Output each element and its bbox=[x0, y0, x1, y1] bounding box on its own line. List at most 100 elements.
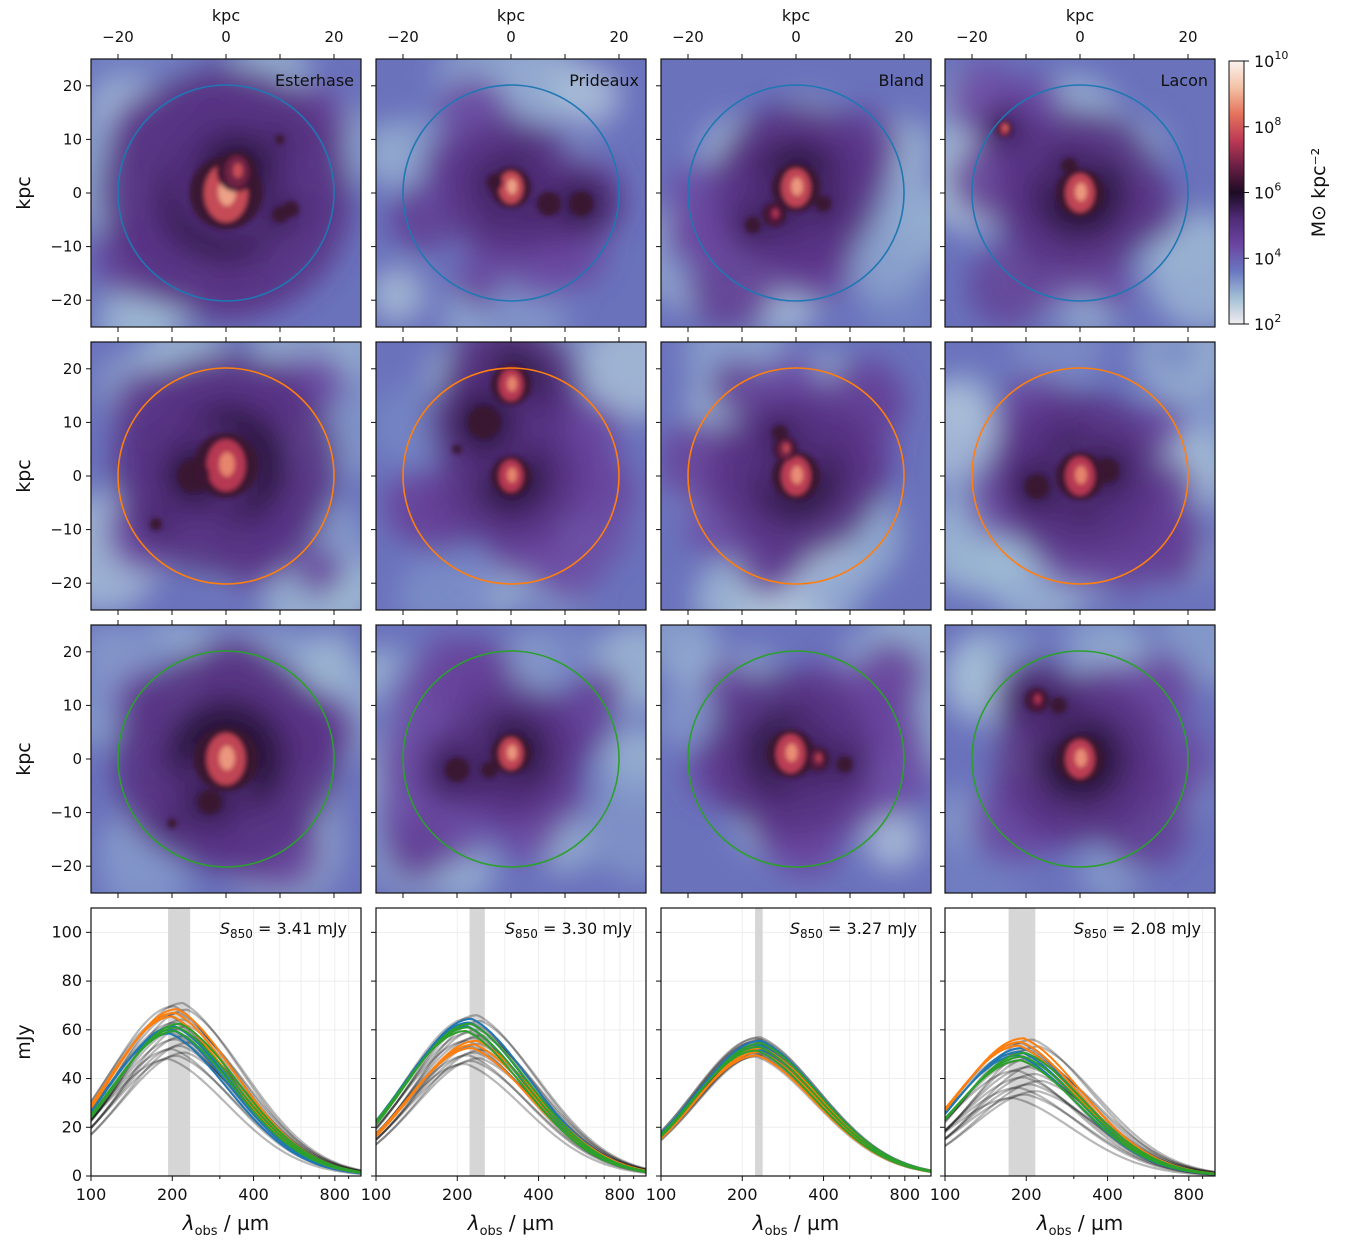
sed-panel: 100 200 400 800 λobs / µm S850 = 3.27 mJy bbox=[646, 907, 932, 1239]
sed-panel: 100 200 400 800 0 20 40 60 80 100 λobs / µm S850 = … bbox=[13, 907, 362, 1239]
map-clump-peak bbox=[791, 465, 803, 485]
sed-frame bbox=[90, 907, 362, 1177]
map-clump-peak bbox=[1003, 124, 1008, 131]
map-clump bbox=[486, 174, 503, 191]
sed-curve-gray bbox=[376, 1014, 646, 1171]
sed-curve bbox=[945, 1051, 1215, 1175]
map-clump bbox=[569, 191, 594, 216]
y-tick-label: 20 bbox=[63, 77, 82, 95]
map-diffuse-blob bbox=[1148, 215, 1215, 327]
sed-curve-gray bbox=[661, 1035, 931, 1172]
x-tick-label-top: 0 bbox=[506, 28, 516, 46]
map-clump bbox=[149, 518, 162, 531]
map-diffuse-blob bbox=[1017, 74, 1063, 120]
map-clump-peak bbox=[219, 745, 235, 771]
map-clump bbox=[481, 761, 498, 778]
map-panel bbox=[656, 337, 932, 615]
map-clump bbox=[536, 191, 561, 216]
y-tick-label: 60 bbox=[62, 1020, 82, 1039]
x-tick-label-top: 0 bbox=[791, 28, 801, 46]
map-panel: −20 0 20 kpc Prideaux bbox=[371, 6, 647, 332]
sed-curve bbox=[661, 1042, 931, 1172]
map-clump bbox=[177, 459, 210, 493]
sed-curve-gray bbox=[661, 1042, 931, 1173]
map-clump bbox=[771, 425, 788, 442]
colorbar-tick-label: 108 bbox=[1254, 115, 1281, 137]
sed-curve-gray bbox=[945, 1069, 1215, 1176]
x-tick-label-top: −20 bbox=[672, 28, 704, 46]
sed-curve-gray bbox=[91, 1024, 361, 1172]
sed-curve-gray bbox=[661, 1038, 931, 1172]
aperture-circle bbox=[117, 650, 335, 868]
x-tick-label: 200 bbox=[1011, 1185, 1042, 1204]
aperture-circle bbox=[402, 367, 620, 585]
flux-annotation: S850 = 3.30 mJy bbox=[505, 919, 632, 941]
x-tick-label-top: −20 bbox=[102, 28, 134, 46]
aperture-circle bbox=[687, 650, 905, 868]
map-clump bbox=[1050, 697, 1067, 714]
x-tick-label: 400 bbox=[238, 1185, 269, 1204]
map-clump bbox=[275, 134, 285, 145]
map-clump-peak bbox=[783, 443, 790, 453]
x-axis-label-top: kpc bbox=[212, 6, 240, 25]
x-axis-label: λobs / µm bbox=[182, 1211, 270, 1239]
map-clump bbox=[167, 818, 177, 829]
colorbar-label: M⊙ kpc⁻² bbox=[1308, 148, 1330, 238]
y-axis-label: mJy bbox=[13, 1024, 35, 1059]
x-axis-label-top: kpc bbox=[497, 6, 525, 25]
map-clump bbox=[444, 757, 470, 782]
sed-curve-gray bbox=[91, 1057, 361, 1176]
y-axis-label: kpc bbox=[13, 742, 35, 776]
colorbar: 102 104 106 108 1010 M⊙ kpc⁻² bbox=[1228, 49, 1330, 334]
sed-curve-gray bbox=[376, 1019, 646, 1170]
colorbar-tick-label: 104 bbox=[1254, 246, 1281, 268]
x-tick-label: 200 bbox=[727, 1185, 758, 1204]
aperture-circle bbox=[971, 650, 1189, 868]
x-tick-label: 800 bbox=[1174, 1185, 1205, 1204]
peak-band bbox=[755, 908, 763, 1176]
sed-curve bbox=[376, 1022, 646, 1173]
y-axis-label: kpc bbox=[13, 459, 35, 493]
y-tick-label: 20 bbox=[62, 1117, 82, 1136]
map-diffuse-blob bbox=[300, 630, 358, 689]
x-tick-label: 100 bbox=[76, 1185, 107, 1204]
map-diffuse-blob bbox=[542, 625, 597, 675]
map-diffuse-blob bbox=[676, 217, 727, 268]
x-tick-label: 800 bbox=[320, 1185, 351, 1204]
aperture-circle bbox=[971, 84, 1189, 302]
map-panel: −20 −10 0 10 20 kpc bbox=[13, 337, 362, 615]
sed-panel: 100 200 400 800 λobs / µm S850 = 3.30 mJy bbox=[361, 907, 647, 1239]
panel-name: Esterhase bbox=[275, 71, 354, 90]
y-tick-label: 100 bbox=[51, 922, 82, 941]
map-clump-peak bbox=[785, 743, 798, 762]
map-clump-peak bbox=[1075, 182, 1087, 202]
map-panel: −20 0 20 kpc Bland bbox=[656, 6, 932, 332]
peak-band bbox=[168, 908, 191, 1176]
map-diffuse-blob bbox=[1169, 625, 1215, 668]
colorbar-gradient bbox=[1228, 60, 1245, 325]
panel-name: Bland bbox=[878, 71, 924, 90]
map-clump-peak bbox=[507, 745, 517, 761]
sed-curve-gray bbox=[91, 1001, 361, 1172]
aperture-circle bbox=[117, 367, 335, 585]
x-tick-label: 100 bbox=[361, 1185, 392, 1204]
map-panel bbox=[940, 337, 1216, 615]
panel-name: Lacon bbox=[1161, 71, 1208, 90]
x-tick-label-top: 20 bbox=[324, 28, 343, 46]
map-clump-peak bbox=[507, 376, 517, 392]
map-clump bbox=[744, 217, 761, 234]
map-panel: −20 −10 0 10 20 kpc −20 0 20 kpc Esterhase bbox=[13, 6, 362, 332]
map-clump-peak bbox=[791, 177, 803, 196]
map-panel: −20 −10 0 10 20 kpc bbox=[13, 620, 362, 898]
map-clump-peak bbox=[507, 467, 517, 483]
map-diffuse-blob bbox=[403, 544, 498, 610]
map-diffuse-blob bbox=[584, 342, 646, 419]
map-diffuse-blob bbox=[294, 547, 344, 596]
y-tick-label: −10 bbox=[50, 804, 82, 822]
x-tick-label: 800 bbox=[605, 1185, 636, 1204]
map-clump-peak bbox=[1075, 748, 1087, 768]
map-diffuse-blob bbox=[968, 246, 1050, 327]
aperture-circle bbox=[687, 367, 905, 585]
map-clump bbox=[836, 756, 853, 773]
